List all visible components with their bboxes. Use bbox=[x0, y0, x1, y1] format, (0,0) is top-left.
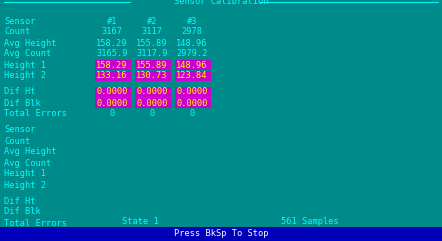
Text: 155.89: 155.89 bbox=[136, 60, 168, 69]
Text: 0.0000: 0.0000 bbox=[176, 87, 208, 96]
Text: Count: Count bbox=[4, 136, 30, 146]
Text: State 1: State 1 bbox=[122, 217, 158, 227]
Text: Dif Ht: Dif Ht bbox=[4, 87, 35, 96]
Text: 2979.2: 2979.2 bbox=[176, 49, 208, 59]
Bar bbox=[175, 71, 211, 81]
Text: Total Errors: Total Errors bbox=[4, 109, 67, 119]
Text: 133.16: 133.16 bbox=[96, 72, 128, 80]
Text: 0: 0 bbox=[189, 109, 194, 119]
Text: Avg Count: Avg Count bbox=[4, 49, 51, 59]
Text: Avg Height: Avg Height bbox=[4, 147, 57, 156]
Bar bbox=[175, 98, 211, 108]
Text: 561 Samples: 561 Samples bbox=[281, 217, 339, 227]
Text: Dif Ht: Dif Ht bbox=[4, 196, 35, 206]
Text: Press BkSp To Stop: Press BkSp To Stop bbox=[174, 229, 268, 239]
Bar bbox=[135, 60, 171, 70]
Text: Sensor Calibration: Sensor Calibration bbox=[174, 0, 268, 7]
Text: Sensor: Sensor bbox=[4, 16, 35, 26]
Text: Height 1: Height 1 bbox=[4, 60, 46, 69]
Text: Dif Blk: Dif Blk bbox=[4, 99, 41, 107]
Text: Sensor: Sensor bbox=[4, 126, 35, 134]
Text: 3167: 3167 bbox=[102, 27, 122, 36]
Text: Height 2: Height 2 bbox=[4, 181, 46, 189]
Text: 0: 0 bbox=[109, 109, 114, 119]
Bar bbox=[135, 87, 171, 97]
Text: 155.89: 155.89 bbox=[136, 39, 168, 47]
Bar bbox=[175, 87, 211, 97]
Text: Height 1: Height 1 bbox=[4, 169, 46, 179]
Text: 123.84: 123.84 bbox=[176, 72, 208, 80]
Bar bbox=[135, 98, 171, 108]
Text: #2: #2 bbox=[147, 16, 157, 26]
Text: Avg Height: Avg Height bbox=[4, 39, 57, 47]
Bar bbox=[95, 87, 131, 97]
Text: 3165.9: 3165.9 bbox=[96, 49, 128, 59]
Text: 0.0000: 0.0000 bbox=[96, 99, 128, 107]
Text: 0.0000: 0.0000 bbox=[96, 87, 128, 96]
Text: 0: 0 bbox=[149, 109, 155, 119]
Text: 148.96: 148.96 bbox=[176, 39, 208, 47]
Bar bbox=[95, 71, 131, 81]
Bar bbox=[95, 98, 131, 108]
Text: Avg Count: Avg Count bbox=[4, 159, 51, 167]
Bar bbox=[0, 227, 442, 241]
Text: 148.96: 148.96 bbox=[176, 60, 208, 69]
Text: 0.0000: 0.0000 bbox=[136, 87, 168, 96]
Text: #3: #3 bbox=[187, 16, 197, 26]
Text: 130.73: 130.73 bbox=[136, 72, 168, 80]
Bar bbox=[175, 60, 211, 70]
Bar bbox=[95, 60, 131, 70]
Text: Dif Blk: Dif Blk bbox=[4, 208, 41, 216]
Text: 0.0000: 0.0000 bbox=[136, 99, 168, 107]
Text: 0.0000: 0.0000 bbox=[176, 99, 208, 107]
Text: #1: #1 bbox=[107, 16, 117, 26]
Text: 2978: 2978 bbox=[182, 27, 202, 36]
Text: 3117: 3117 bbox=[141, 27, 163, 36]
Bar bbox=[135, 71, 171, 81]
Text: 158.29: 158.29 bbox=[96, 39, 128, 47]
Text: 3117.9: 3117.9 bbox=[136, 49, 168, 59]
Text: Total Errors: Total Errors bbox=[4, 219, 67, 228]
Text: 158.29: 158.29 bbox=[96, 60, 128, 69]
Text: Height 2: Height 2 bbox=[4, 72, 46, 80]
Text: Count: Count bbox=[4, 27, 30, 36]
